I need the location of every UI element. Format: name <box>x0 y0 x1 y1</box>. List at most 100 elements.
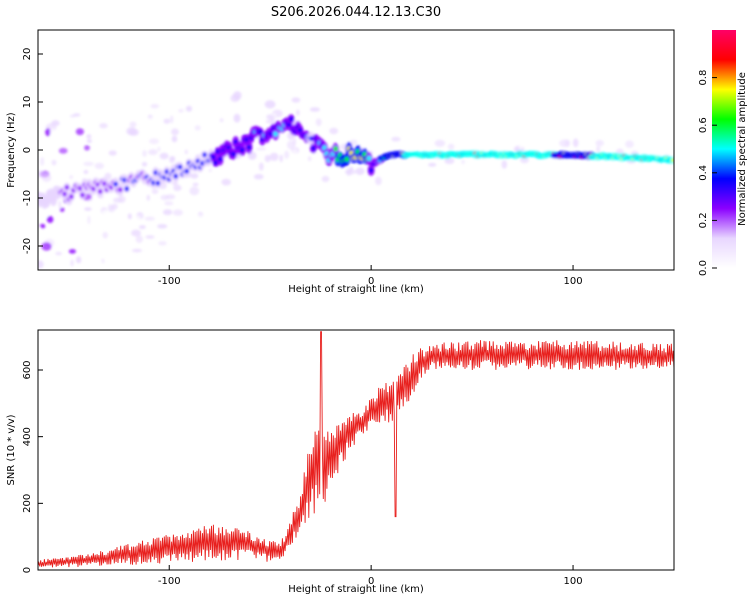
x-tick-label: -100 <box>158 276 181 287</box>
spectrogram-noise-blob <box>41 242 52 251</box>
spectrogram-noise-blob <box>194 214 205 221</box>
spectrogram-noise-blob <box>171 128 179 136</box>
spectrogram-noise-blob <box>112 145 116 150</box>
spectrogram-noise-blob <box>151 188 159 195</box>
spectrogram-noise-blob <box>270 114 275 123</box>
spectrogram-noise-blob <box>91 212 100 220</box>
spectrogram-noise-blob <box>145 235 155 239</box>
spectrogram-noise-blob <box>184 149 188 155</box>
spectrogram-noise-blob <box>668 147 674 151</box>
spectrogram-noise-blob <box>646 164 653 170</box>
spectrogram-noise-blob <box>264 100 276 109</box>
colorbar-ticks: 0.0 0.2 0.4 0.6 0.8 <box>698 70 717 276</box>
spectrogram-noise-blob <box>208 168 212 173</box>
spectrogram-ridge-core <box>80 192 85 198</box>
snr-background <box>38 330 674 570</box>
snr-y-label: SNR (10 * v/v) <box>6 414 17 485</box>
spectrogram-noise-blob <box>247 151 257 160</box>
spectrogram-ridge-core <box>217 156 223 162</box>
snr-y-axis: 0 200 400 600 <box>22 360 43 573</box>
spectrogram-noise-blob <box>269 152 279 161</box>
spectrogram-noise-blob <box>276 164 286 172</box>
spectrogram-noise-blob <box>549 142 558 150</box>
spectrogram-noise-blob <box>201 180 207 189</box>
spectrogram-noise-blob <box>107 203 112 212</box>
spectrogram-noise-blob <box>69 175 73 180</box>
spectrogram-x-label: Height of straight line (km) <box>288 284 424 295</box>
colorbar-label: Normalized spectral amplitude <box>737 72 748 226</box>
spectrogram-ridge-core <box>202 152 207 158</box>
spectrogram-y-axis: -20 -10 0 10 20 <box>22 48 43 254</box>
spectrogram-noise-blob <box>158 241 167 246</box>
spectrogram-blobs <box>38 91 674 279</box>
spectrogram-noise-blob <box>148 149 158 156</box>
spectrogram-noise-blob <box>292 148 298 155</box>
spectrogram-noise-blob <box>355 167 365 175</box>
spectrogram-ridge-core <box>257 129 263 135</box>
spectrogram-noise-blob <box>51 159 57 166</box>
spectrogram-noise-blob <box>428 162 437 167</box>
spectrogram-noise-blob <box>93 258 101 263</box>
spectrogram-noise-blob <box>41 173 52 182</box>
y-tick-label: 200 <box>22 494 33 513</box>
y-tick-label: 400 <box>22 427 33 446</box>
spectrogram-noise-blob <box>49 128 56 136</box>
spectrogram-noise-blob <box>375 176 382 186</box>
spectrogram-noise-blob <box>128 128 139 136</box>
y-tick-label: 0 <box>22 147 33 153</box>
spectrogram-noise-blob <box>197 138 206 147</box>
spectrogram-noise-blob <box>115 220 126 225</box>
spectrogram-noise-blob <box>284 150 290 159</box>
spectrogram-noise-blob <box>442 164 453 171</box>
spectrogram-noise-blob <box>311 152 319 159</box>
spectrogram-noise-blob <box>121 155 129 163</box>
spectrogram-noise-blob <box>171 181 178 186</box>
spectrogram-noise-blob <box>94 162 105 170</box>
spectrogram-ridge-core <box>51 197 56 203</box>
spectrogram-noise-blob <box>146 124 154 132</box>
spectrogram-noise-blob <box>99 123 108 129</box>
chart-title: S206.2026.044.12.13.C30 <box>271 5 441 20</box>
spectrogram-y-label: Frequency (Hz) <box>6 112 17 188</box>
spectrogram-noise-blob <box>146 194 150 201</box>
spectrogram-noise-blob <box>322 168 333 173</box>
spectrogram-noise-blob <box>185 105 193 112</box>
spectrogram-noise-blob <box>171 135 178 143</box>
spectrogram-noise-blob <box>180 178 187 188</box>
spectrogram-noise-blob <box>70 259 74 267</box>
x-tick-label: 100 <box>564 576 583 587</box>
spectrogram-ridge-core <box>118 187 123 193</box>
spectrogram-noise-blob <box>157 224 168 229</box>
spectrogram-ridge-core <box>671 158 674 162</box>
spectrogram-noise-blob <box>369 141 374 147</box>
spectrogram-noise-blob <box>391 136 401 142</box>
spectrogram-noise-blob <box>605 144 613 148</box>
spectrogram-noise-blob <box>292 137 297 147</box>
spectrogram-noise-blob <box>45 128 51 137</box>
spectrogram-noise-blob <box>129 139 140 148</box>
spectrogram-noise-blob <box>291 97 301 103</box>
spectrogram-noise-blob <box>84 145 90 151</box>
spectrogram-noise-blob <box>163 118 171 124</box>
spectrogram-x-axis: -100 0 100 <box>158 265 583 287</box>
spectrogram-noise-blob <box>225 128 231 136</box>
spectrogram-noise-blob <box>49 274 53 279</box>
spectrogram-noise-blob <box>167 227 172 234</box>
spectrogram-ridge-core <box>289 116 294 122</box>
spectrogram-noise-blob <box>621 146 632 155</box>
spectrogram-noise-blob <box>58 200 62 209</box>
x-tick-label: -100 <box>158 576 181 587</box>
spectrogram-noise-blob <box>75 128 84 136</box>
spectrogram-noise-blob <box>144 216 155 221</box>
spectrogram-ridge-core <box>231 151 236 157</box>
spectrogram-noise-blob <box>170 156 176 161</box>
spectrogram-noise-blob <box>194 125 201 131</box>
spectrogram-noise-blob <box>233 175 237 179</box>
spectrogram-ridge-core <box>240 147 245 153</box>
spectrogram-ridge-core <box>184 168 189 174</box>
spectrogram-noise-blob <box>127 213 132 220</box>
spectrogram-noise-blob <box>169 141 177 147</box>
spectrogram-ridge-core <box>273 131 278 137</box>
spectrogram-ridge-core <box>113 181 118 187</box>
